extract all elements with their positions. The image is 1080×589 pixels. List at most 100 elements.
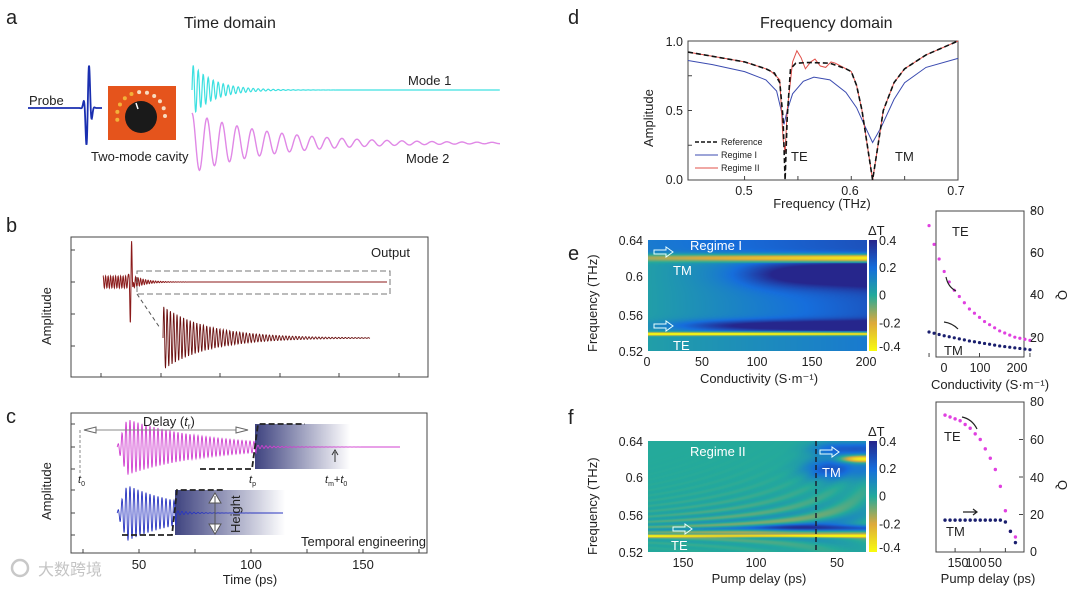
- mode2-wave: [191, 112, 501, 172]
- arrow-icons-f: [672, 446, 840, 535]
- data-point-te: [937, 257, 941, 261]
- watermark-icon: [10, 558, 30, 578]
- tp-label: tp: [249, 474, 256, 488]
- data-point-te: [932, 242, 936, 246]
- y-axis-label-fq: Q: [1055, 480, 1070, 490]
- regime-1-label: Regime I: [690, 238, 742, 253]
- data-point-te: [963, 422, 967, 427]
- data-point-te: [968, 426, 972, 430]
- colorbar-tick-label: 0.4: [879, 234, 896, 248]
- data-point-te: [998, 329, 1002, 333]
- data-point-tm: [952, 336, 956, 340]
- x-tick-f-100: 100: [746, 556, 767, 570]
- regime-2-label: Regime II: [690, 444, 746, 459]
- mode1-label: Mode 1: [408, 73, 451, 88]
- te-label-f: TE: [671, 538, 688, 553]
- panel-f: f 0.64 0.6 0.56 0.52 150 100 50 Pump del…: [568, 395, 1070, 586]
- colorbar-e: [869, 240, 877, 351]
- y-axis-label-b: Amplitude: [39, 287, 54, 345]
- x-tick-fq-150: 150: [948, 556, 969, 570]
- colorbar-tick-label: 0.2: [879, 261, 896, 275]
- colorbar-ticks-e: 0.4 0.2 0 -0.2 -0.4: [879, 234, 901, 354]
- t0-label: t0: [78, 474, 85, 488]
- data-point-tm: [943, 518, 947, 522]
- colorbar-tick-label: -0.2: [879, 316, 901, 330]
- data-point-te: [957, 294, 961, 299]
- data-point-tm: [978, 518, 982, 522]
- data-point-te: [927, 224, 931, 228]
- data-point-te: [953, 417, 957, 421]
- legend-label-reference: Reference: [721, 137, 763, 147]
- colorbar-ticks-f: 0.4 0.2 0 -0.2 -0.4: [879, 435, 901, 555]
- output-trace-zoomed: [162, 306, 371, 369]
- x-axis-label-c: Time (ps): [223, 572, 277, 587]
- axis-ticks-d: [688, 75, 906, 180]
- x-tick-e-0: 0: [644, 355, 651, 369]
- x-axis-label-eq: Conductivity (S·m⁻¹): [931, 377, 1049, 392]
- y-tick-e-0.56: 0.56: [619, 309, 643, 323]
- tm-label-f: TM: [822, 465, 841, 480]
- data-point-tm: [962, 338, 966, 342]
- y-tick-d-0.5: 0.5: [666, 104, 683, 118]
- panel-label-c: c: [6, 406, 16, 428]
- x-tick-e-200: 200: [856, 355, 877, 369]
- x-tick-eq-100: 100: [970, 361, 991, 375]
- y-tick-fq-0: 0: [1030, 545, 1037, 559]
- data-point-te: [998, 484, 1003, 489]
- knob-dot: [115, 109, 120, 114]
- y-tick-f-0.6: 0.6: [626, 471, 643, 485]
- data-point-tm: [963, 518, 967, 522]
- x-tick-c-150: 150: [352, 557, 374, 572]
- data-point-te: [943, 413, 947, 417]
- knob-dot: [137, 90, 142, 95]
- x-tick-eq-200: 200: [1007, 361, 1028, 375]
- data-point-te: [962, 301, 966, 305]
- height-arrow-icon: [208, 492, 222, 535]
- trend-arrows-e: [943, 276, 959, 330]
- data-point-te: [1018, 336, 1022, 340]
- data-point-te: [987, 323, 992, 327]
- data-point-tm: [988, 518, 993, 522]
- colorbar-tick-label: -0.4: [879, 541, 901, 555]
- x-axis-label-d: Frequency (THz): [773, 196, 871, 211]
- panel-b: b Amplitude Output: [6, 215, 429, 378]
- data-point-te: [993, 467, 998, 472]
- data-point-tm: [927, 330, 931, 334]
- y-tick-fq-80: 80: [1030, 395, 1044, 409]
- panel-label-a: a: [6, 7, 18, 29]
- data-point-te: [958, 419, 962, 423]
- y-tick-fq-40: 40: [1030, 471, 1044, 485]
- y-tick-eq-20: 20: [1030, 331, 1044, 345]
- tm-label-eq: TM: [944, 343, 963, 358]
- data-point-tm: [1008, 345, 1012, 349]
- colorbar-tick-label: 0: [879, 289, 886, 303]
- data-point-tm: [1028, 348, 1032, 352]
- output-label: Output: [371, 245, 410, 260]
- zoom-region-box: [136, 270, 391, 295]
- tm-label-fq: TM: [946, 524, 965, 539]
- data-point-te: [978, 437, 982, 442]
- data-point-tm: [998, 344, 1002, 348]
- axis-ticks-c: [71, 423, 420, 553]
- heatmap-f-pump-delay: [648, 441, 866, 552]
- y-axis-label-e: Frequency (THz): [585, 254, 600, 352]
- x-tick-d-0.6: 0.6: [841, 184, 858, 198]
- data-point-tm: [942, 334, 946, 338]
- temporal-engineering-caption: Temporal engineering: [301, 534, 426, 549]
- x-tick-c-50: 50: [132, 557, 146, 572]
- x-tick-fq-100: 100: [966, 556, 987, 570]
- watermark-text: 大数跨境: [38, 560, 102, 579]
- data-point-tm: [968, 518, 972, 522]
- panel-c: c 50 100 150 Time (ps) Amplitude Delay (…: [6, 406, 428, 587]
- height-label: Height: [228, 495, 243, 533]
- legend-label-regime-1: Regime I: [721, 150, 757, 160]
- data-point-te: [942, 269, 946, 274]
- y-tick-fq-20: 20: [1030, 508, 1044, 522]
- x-tick-fq-50: 50: [988, 556, 1002, 570]
- x-tick-e-100: 100: [747, 355, 768, 369]
- arrow-icons-e: [653, 246, 674, 332]
- data-point-te: [1028, 338, 1032, 342]
- data-point-tm: [1023, 347, 1027, 351]
- y-tick-f-0.52: 0.52: [619, 546, 643, 560]
- series-line-reference: [687, 40, 959, 181]
